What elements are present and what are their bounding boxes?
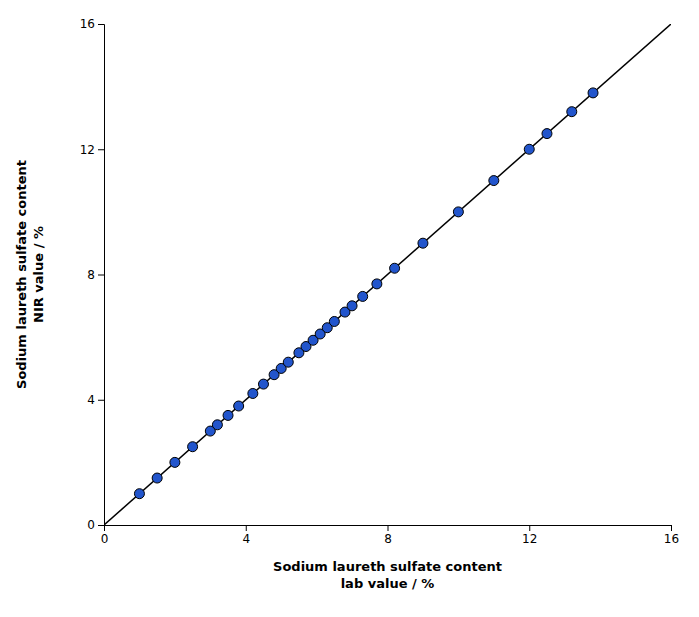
point xyxy=(542,129,552,139)
tick-label: 16 xyxy=(80,17,95,31)
point xyxy=(188,442,198,452)
tick: 0 xyxy=(87,518,104,532)
tick-mark xyxy=(246,525,247,531)
point xyxy=(223,410,233,420)
y-axis-title-line: Sodium laureth sulfate content xyxy=(14,160,29,389)
tick-mark xyxy=(98,149,104,150)
x-axis-title: Sodium laureth sulfate content lab value … xyxy=(273,559,502,591)
point xyxy=(390,263,400,273)
data xyxy=(104,24,671,525)
tick-label: 16 xyxy=(664,532,679,546)
tick: 16 xyxy=(664,525,679,546)
tick-label: 12 xyxy=(522,532,537,546)
tick-label: 4 xyxy=(87,393,95,407)
tick-mark xyxy=(98,525,104,526)
y-axis-title: Sodium laureth sulfate contentNIR value … xyxy=(14,160,46,389)
point xyxy=(170,457,180,467)
tick-label: 8 xyxy=(384,532,392,546)
plot: 0 4 8 12 16 0 4 8 12 16 xyxy=(80,17,679,545)
tick-mark xyxy=(529,525,530,531)
point xyxy=(489,176,499,186)
point xyxy=(258,379,268,389)
point xyxy=(212,420,222,430)
axis-line xyxy=(105,526,672,532)
axis-line xyxy=(98,25,105,526)
point xyxy=(358,291,368,301)
y-axis: 0 4 8 12 16 xyxy=(80,17,105,532)
tick: 12 xyxy=(80,143,104,157)
point xyxy=(524,144,534,154)
point xyxy=(234,401,244,411)
tick-mark xyxy=(98,24,104,25)
point xyxy=(152,473,162,483)
reference-line xyxy=(104,24,671,525)
tick: 8 xyxy=(87,268,104,282)
point xyxy=(453,207,463,217)
tick-mark xyxy=(98,400,104,401)
point xyxy=(567,107,577,117)
tick-label: 0 xyxy=(87,518,95,532)
tick: 4 xyxy=(242,525,250,546)
chart: 0 4 8 12 16 0 4 8 12 16 Sodium laureth sulfate con… xyxy=(0,0,699,617)
x-axis-title-line: lab value / % xyxy=(341,576,435,591)
tick-mark xyxy=(671,525,672,531)
point xyxy=(347,301,357,311)
tick: 0 xyxy=(101,525,109,546)
tick-label: 8 xyxy=(87,268,95,282)
point xyxy=(418,238,428,248)
tick-mark xyxy=(98,275,104,276)
tick-label: 4 xyxy=(242,532,250,546)
y-axis-title-line: NIR value / % xyxy=(31,226,46,323)
point xyxy=(248,388,258,398)
tick-label: 12 xyxy=(80,143,95,157)
x-axis: 0 4 8 12 16 xyxy=(101,525,679,546)
tick: 8 xyxy=(384,525,392,546)
tick: 12 xyxy=(522,525,537,546)
tick-label: 0 xyxy=(101,532,109,546)
points xyxy=(134,88,598,499)
point xyxy=(588,88,598,98)
point xyxy=(372,279,382,289)
tick-mark xyxy=(388,525,389,531)
x-axis-title-line: Sodium laureth sulfate content xyxy=(273,559,502,574)
point xyxy=(283,357,293,367)
point xyxy=(329,316,339,326)
tick: 16 xyxy=(80,17,104,31)
tick: 4 xyxy=(87,393,104,407)
point xyxy=(134,489,144,499)
